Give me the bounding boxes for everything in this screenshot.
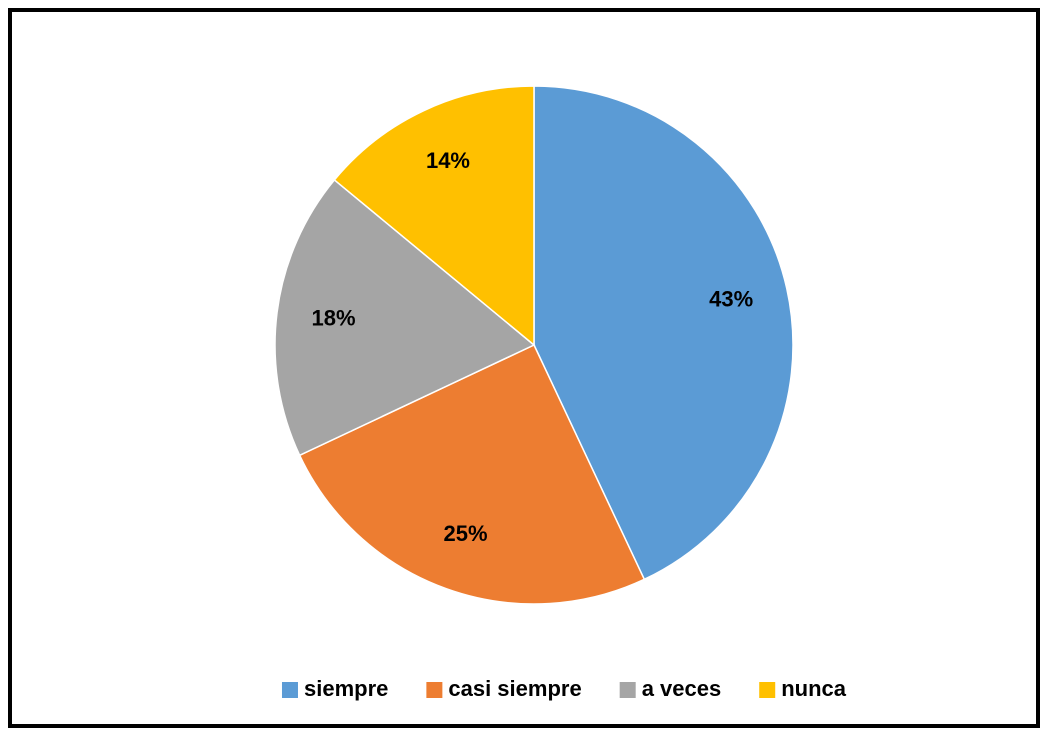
legend-label: siempre [304, 676, 388, 701]
pie-slice [274, 178, 536, 457]
legend-label: a veces [642, 676, 722, 701]
legend-swatch [426, 682, 443, 698]
data-label: 25% [444, 521, 488, 546]
pie-slice [533, 85, 794, 581]
legend-label: casi siempre [448, 676, 581, 701]
data-label: 18% [312, 305, 356, 330]
pie-slice [298, 344, 646, 605]
data-label: 14% [426, 148, 470, 173]
legend-label: nunca [781, 676, 847, 701]
legend-swatch [619, 682, 636, 698]
pie-slice [333, 85, 535, 347]
data-label: 43% [709, 287, 753, 312]
legend-swatch [281, 682, 298, 698]
legend-swatch [759, 682, 776, 698]
